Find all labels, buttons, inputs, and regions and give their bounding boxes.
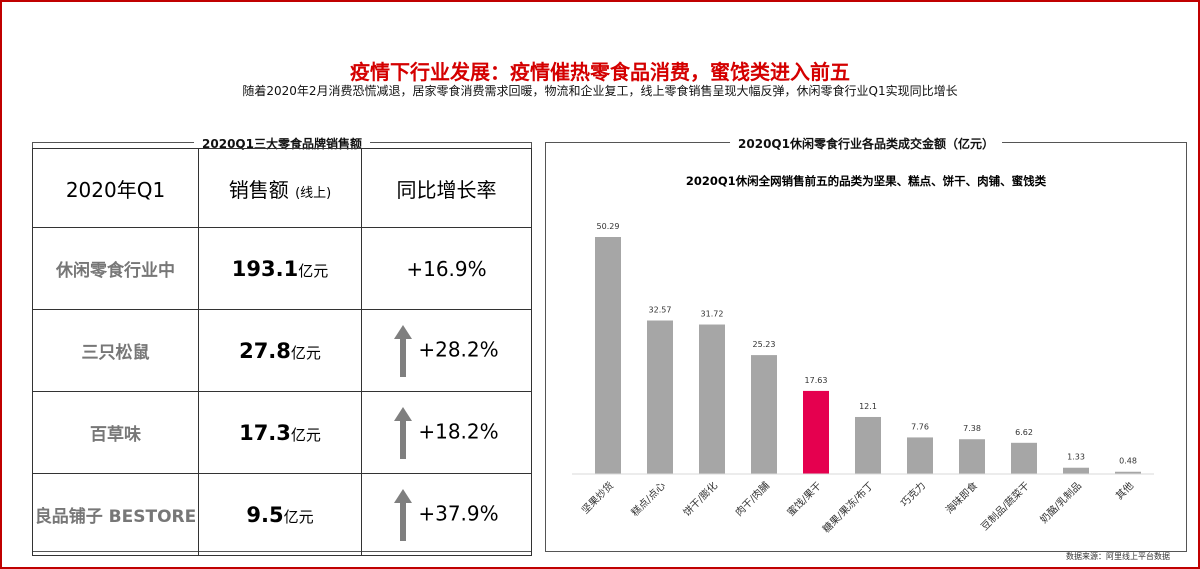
growth-cell: +16.9% bbox=[361, 227, 532, 310]
header-note: (线上) bbox=[295, 185, 332, 201]
x-tick-label: 坚果炒货 bbox=[579, 479, 616, 516]
bar-value-label: 7.76 bbox=[911, 422, 929, 431]
bar bbox=[803, 390, 829, 474]
bar-value-label: 0.48 bbox=[1119, 457, 1137, 466]
sales-value: 27.8 bbox=[239, 338, 291, 363]
sales-cell: 27.8亿元 bbox=[198, 309, 362, 392]
bar bbox=[1115, 471, 1141, 474]
header-row: 2020年Q1 销售额 (线上) 同比增长率 bbox=[32, 148, 532, 228]
arrow-shape bbox=[394, 324, 413, 377]
brand-logo: 休闲零食行业中 bbox=[32, 227, 199, 310]
bar bbox=[907, 437, 933, 474]
bar-value-label: 6.62 bbox=[1015, 428, 1033, 437]
bar bbox=[1063, 467, 1089, 474]
table-row: 良品铺子 BESTORE 9.5亿元 +37.9% bbox=[32, 473, 532, 556]
bar-value-label: 50.29 bbox=[597, 222, 620, 231]
arrow-shape bbox=[394, 406, 413, 459]
sales-value: 193.1 bbox=[231, 256, 299, 281]
x-tick-label: 蜜饯/果干 bbox=[784, 479, 824, 519]
sales-unit: 亿元 bbox=[290, 425, 321, 444]
growth-cell: +37.9% bbox=[361, 473, 532, 556]
table-title: 2020Q1三大零食品牌销售额 bbox=[194, 135, 370, 152]
bar bbox=[751, 355, 777, 474]
up-arrow bbox=[394, 488, 413, 541]
bar bbox=[855, 416, 881, 474]
growth-cell: +18.2% bbox=[361, 391, 532, 474]
growth-value: +16.9% bbox=[406, 256, 487, 281]
sales-cell: 17.3亿元 bbox=[198, 391, 362, 474]
bar bbox=[595, 237, 621, 474]
brand-logo: 良品铺子 BESTORE bbox=[32, 473, 199, 556]
table-row: 百草味 17.3亿元 +18.2% bbox=[32, 391, 532, 474]
brand-table: 2020年Q1 销售额 (线上) 同比增长率 休闲零食行业中 193.1亿元 +16… bbox=[32, 148, 532, 556]
brand-logo: 百草味 bbox=[32, 391, 199, 474]
slide-title: 疫情下行业发展：疫情催热零食品消费，蜜饯类进入前五 bbox=[350, 60, 850, 84]
sales-cell: 193.1亿元 bbox=[198, 227, 362, 310]
x-tick-label: 巧克力 bbox=[898, 479, 928, 509]
bar-value-label: 32.57 bbox=[649, 306, 672, 315]
sales-unit: 亿元 bbox=[290, 343, 321, 362]
growth-cell: +28.2% bbox=[361, 309, 532, 392]
table-row: 三只松鼠 27.8亿元 +28.2% bbox=[32, 309, 532, 392]
brand-logo: 三只松鼠 bbox=[32, 309, 199, 392]
chart-subtitle: 2020Q1休闲全网销售前五的品类为坚果、糕点、饼干、肉铺、蜜饯类 bbox=[686, 174, 1047, 188]
x-tick-label: 海味即食 bbox=[943, 479, 980, 516]
x-tick-label: 奶酪/乳制品 bbox=[1037, 479, 1084, 526]
slide-subtitle: 随着2020年2月消费恐慌减退，居家零食消费需求回暖，物流和企业复工，线上零食销… bbox=[242, 84, 958, 98]
bar-value-label: 31.72 bbox=[701, 310, 724, 319]
header-cell: 2020年Q1 bbox=[32, 148, 199, 228]
table-row: 休闲零食行业中 193.1亿元 +16.9% bbox=[32, 227, 532, 310]
sales-value: 9.5 bbox=[246, 502, 284, 527]
x-tick-label: 肉干/肉脯 bbox=[732, 479, 772, 519]
up-arrow bbox=[394, 324, 413, 377]
up-arrow bbox=[394, 406, 413, 459]
x-tick-label: 其他 bbox=[1113, 479, 1136, 502]
bar bbox=[647, 320, 673, 474]
growth-value: +37.9% bbox=[418, 501, 499, 525]
header-cell: 销售额 (线上) bbox=[198, 148, 362, 228]
bar-value-label: 1.33 bbox=[1067, 453, 1085, 462]
sales-unit: 亿元 bbox=[298, 261, 329, 280]
bar bbox=[1011, 442, 1037, 474]
header-cell: 同比增长率 bbox=[361, 148, 532, 228]
sales-value: 17.3 bbox=[239, 420, 291, 445]
bar bbox=[699, 324, 725, 474]
bar-value-label: 17.63 bbox=[805, 376, 828, 385]
chart: 2020Q1休闲全网销售前五的品类为坚果、糕点、饼干、肉铺、蜜饯类 50.29 坚… bbox=[572, 174, 1154, 535]
source-note: 数据来源：阿里线上平台数据 bbox=[1066, 552, 1170, 561]
x-tick-label: 糖果/果冻/布丁 bbox=[820, 479, 876, 535]
arrow-shape bbox=[394, 488, 413, 541]
x-tick-label: 饼干/膨化 bbox=[680, 479, 720, 519]
chart-panel-title: 2020Q1休闲零食行业各品类成交金额（亿元） bbox=[730, 135, 1002, 152]
x-tick-label: 糕点/点心 bbox=[628, 479, 668, 519]
growth-value: +18.2% bbox=[418, 419, 499, 443]
sales-unit: 亿元 bbox=[283, 507, 314, 526]
sales-cell: 9.5亿元 bbox=[198, 473, 362, 556]
header-text: 销售额 bbox=[228, 177, 289, 202]
x-tick-label: 豆制品/蔬菜干 bbox=[978, 479, 1032, 533]
bar-value-label: 12.1 bbox=[859, 402, 877, 411]
growth-value: +28.2% bbox=[418, 337, 499, 361]
bar bbox=[959, 439, 985, 474]
bar-value-label: 25.23 bbox=[753, 340, 776, 349]
bar-value-label: 7.38 bbox=[963, 424, 981, 433]
